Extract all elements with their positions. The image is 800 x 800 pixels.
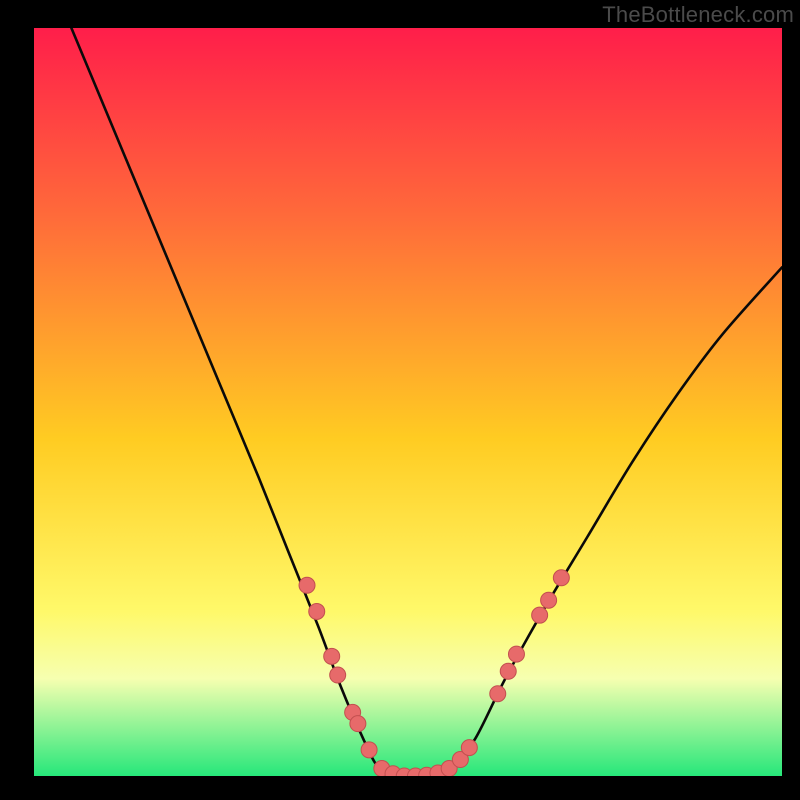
data-marker	[309, 603, 325, 619]
plot-area	[34, 28, 782, 776]
data-marker	[461, 740, 477, 756]
data-marker	[350, 716, 366, 732]
watermark-text: TheBottleneck.com	[602, 2, 794, 28]
data-markers	[299, 570, 569, 776]
data-marker	[299, 577, 315, 593]
chart-frame: TheBottleneck.com	[0, 0, 800, 800]
data-marker	[490, 686, 506, 702]
data-marker	[500, 663, 516, 679]
chart-svg	[34, 28, 782, 776]
data-marker	[532, 607, 548, 623]
bottleneck-curve	[71, 28, 782, 776]
data-marker	[508, 646, 524, 662]
data-marker	[553, 570, 569, 586]
data-marker	[541, 592, 557, 608]
data-marker	[324, 648, 340, 664]
data-marker	[330, 667, 346, 683]
data-marker	[361, 742, 377, 758]
